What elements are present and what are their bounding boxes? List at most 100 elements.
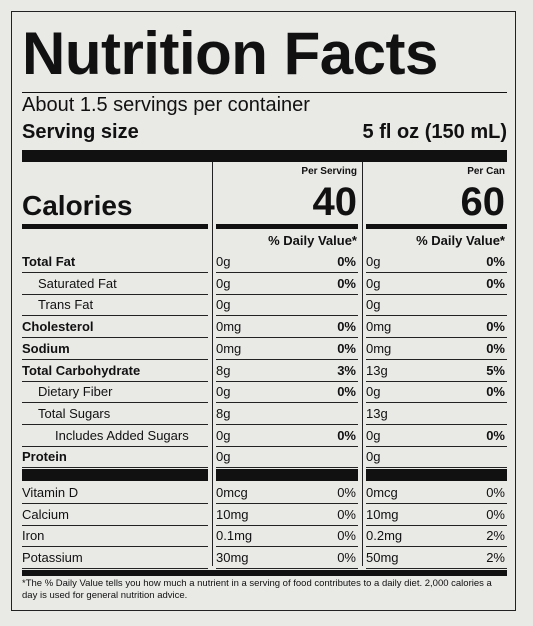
nutrient-name: Includes Added Sugars xyxy=(55,427,189,443)
calories-label: Calories xyxy=(22,190,133,221)
nutrient-row: Includes Added Sugars 0g 0% 0g 0% xyxy=(22,425,507,447)
nutrient-row: Trans Fat 0g 0g xyxy=(22,294,507,317)
row-separator xyxy=(22,358,208,360)
amount-per-serving: 0mg xyxy=(216,340,242,356)
amount-per-serving: 0g xyxy=(216,254,231,269)
title-rule xyxy=(22,92,507,93)
nutrient-name: Trans Fat xyxy=(38,297,94,313)
per-serving-header: Per Serving xyxy=(301,166,357,177)
row-separator xyxy=(22,402,208,404)
row-separator xyxy=(216,546,358,547)
amount-per-serving: 0g xyxy=(216,449,231,465)
row-separator xyxy=(22,293,208,295)
row-separator xyxy=(216,337,358,339)
daily-value-per-can: 0% xyxy=(486,485,505,500)
amount-per-can: 13g xyxy=(366,362,388,378)
nutrient-name: Saturated Fat xyxy=(38,275,117,291)
amount-per-serving: 10mg xyxy=(216,506,249,522)
daily-value-per-serving: 0% xyxy=(337,485,356,500)
per-can-header: Per Can xyxy=(467,166,505,177)
nutrient-row: Total Fat 0g 0% 0g 0% xyxy=(22,251,507,273)
daily-value-per-can: 0% xyxy=(486,384,505,400)
amount-per-can: 10mg xyxy=(366,506,399,522)
nutrient-name: Total Carbohydrate xyxy=(22,362,141,378)
row-separator xyxy=(366,315,507,317)
nutrient-name: Iron xyxy=(22,528,45,543)
calories-per-serving: 40 xyxy=(312,180,358,224)
vitamins-bar-can xyxy=(366,469,507,481)
amount-per-serving: 8g xyxy=(216,362,231,378)
daily-value-per-can: 0% xyxy=(486,319,505,335)
nutrient-row: Saturated Fat 0g 0% 0g 0% xyxy=(22,273,507,295)
daily-value-per-can: 2% xyxy=(486,549,505,565)
nutrient-name: Calcium xyxy=(22,506,69,522)
row-separator xyxy=(216,380,358,382)
nutrient-row: Total Carbohydrate 8g 3% 13g 5% xyxy=(22,360,507,382)
thick-rule-bottom xyxy=(22,570,507,576)
amount-per-can: 50mg xyxy=(366,549,399,565)
serving-size-label: Serving size xyxy=(22,121,139,143)
row-separator xyxy=(366,467,507,469)
amount-per-serving: 0mcg xyxy=(216,485,248,500)
daily-value-per-serving: 0% xyxy=(337,254,356,269)
daily-value-per-can: 5% xyxy=(486,362,505,378)
daily-value-header-serving: % Daily Value* xyxy=(268,233,357,248)
calories-bar-can xyxy=(366,224,507,229)
daily-value-per-serving: 0% xyxy=(337,549,356,565)
row-separator xyxy=(22,503,208,504)
thick-rule-top xyxy=(22,150,507,162)
nutrient-name: Cholesterol xyxy=(22,319,94,335)
row-separator xyxy=(366,272,507,273)
row-separator xyxy=(22,272,208,273)
daily-value-per-can: 2% xyxy=(486,528,505,543)
footnote: *The % Daily Value tells you how much a … xyxy=(22,578,492,601)
amount-per-serving: 8g xyxy=(216,405,231,421)
row-separator xyxy=(22,546,208,547)
row-separator xyxy=(366,445,507,447)
amount-per-can: 0g xyxy=(366,297,381,313)
row-separator xyxy=(216,524,358,526)
amount-per-can: 0mg xyxy=(366,340,392,356)
row-separator xyxy=(216,315,358,317)
row-separator xyxy=(22,315,208,317)
row-separator xyxy=(22,567,208,569)
row-separator xyxy=(366,503,507,504)
nutrient-row: Cholesterol 0mg 0% 0mg 0% xyxy=(22,316,507,339)
row-separator xyxy=(366,293,507,295)
daily-value-per-can: 0% xyxy=(486,254,505,269)
row-separator xyxy=(366,402,507,404)
amount-per-serving: 0.1mg xyxy=(216,528,253,543)
vitamins-bar-serving xyxy=(216,469,358,481)
amount-per-serving: 30mg xyxy=(216,549,249,565)
column-divider-can xyxy=(362,162,363,566)
amount-per-can: 0g xyxy=(366,427,381,443)
nutrient-name: Potassium xyxy=(22,549,83,565)
row-separator xyxy=(216,423,358,425)
amount-per-can: 0g xyxy=(366,449,381,465)
row-separator xyxy=(366,380,507,382)
daily-value-per-can: 0% xyxy=(486,506,505,522)
row-separator xyxy=(366,358,507,360)
amount-per-serving: 0mg xyxy=(216,319,242,335)
vitamin-row: Iron 0.1mg 0% 0.2mg 2% xyxy=(22,525,507,547)
amount-per-serving: 0g xyxy=(216,384,231,400)
daily-value-header-can: % Daily Value* xyxy=(416,233,505,248)
row-separator xyxy=(216,503,358,504)
nutrient-name: Sodium xyxy=(22,340,70,356)
row-separator xyxy=(366,524,507,526)
vitamin-row: Potassium 30mg 0% 50mg 2% xyxy=(22,547,507,569)
amount-per-can: 0g xyxy=(366,384,381,400)
amount-per-serving: 0g xyxy=(216,297,231,313)
daily-value-per-can: 0% xyxy=(486,275,505,291)
nutrient-name: Protein xyxy=(22,449,67,465)
amount-per-can: 0mg xyxy=(366,319,392,335)
row-separator xyxy=(22,467,208,469)
calories-bar-label xyxy=(22,224,208,229)
amount-per-serving: 0g xyxy=(216,427,231,443)
daily-value-per-serving: 0% xyxy=(337,528,356,543)
calories-per-can: 60 xyxy=(460,180,506,224)
nutrient-name: Total Fat xyxy=(22,254,76,269)
amount-per-can: 13g xyxy=(366,405,388,421)
amount-per-can: 0mcg xyxy=(366,485,398,500)
vitamin-row: Calcium 10mg 0% 10mg 0% xyxy=(22,504,507,526)
